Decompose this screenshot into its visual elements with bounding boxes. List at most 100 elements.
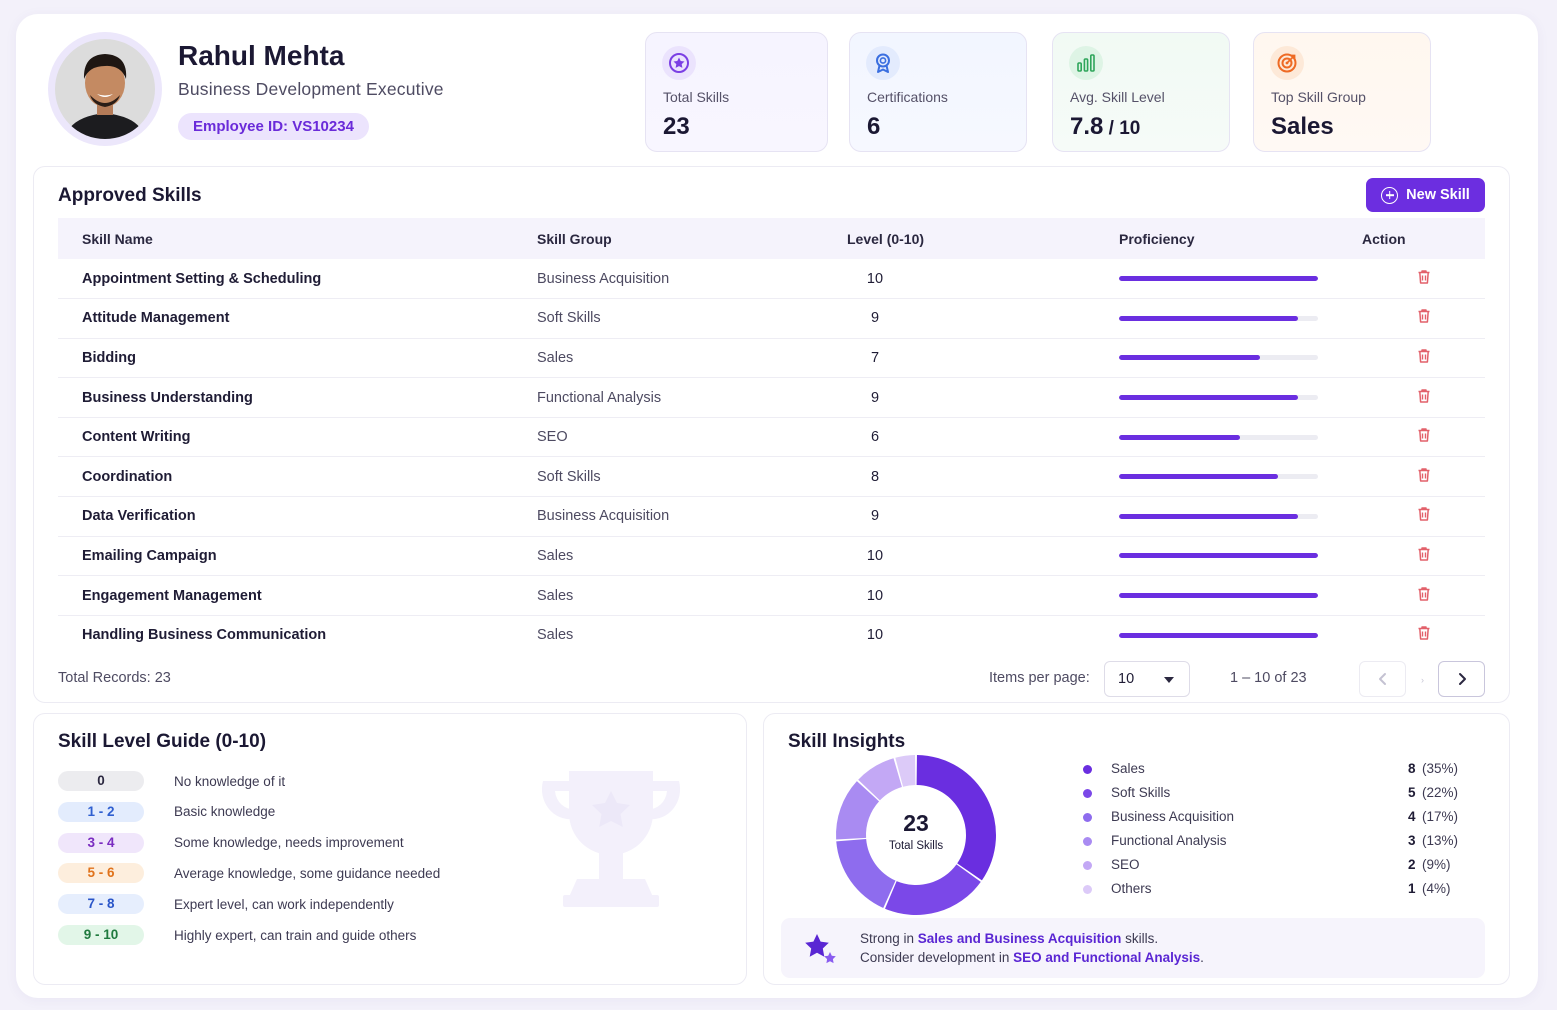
skill-name: Business Understanding [58,377,537,418]
delete-icon[interactable] [1417,586,1431,606]
proficiency-fill [1119,632,1318,638]
column-header-skill-name[interactable]: Skill Name [58,218,537,259]
proficiency-fill [1119,355,1261,361]
proficiency-cell [1119,338,1362,379]
delete-icon[interactable] [1417,308,1431,328]
skill-group: SEO [537,417,833,458]
donut-slice [895,755,916,787]
legend-count: 4 [1408,808,1416,824]
column-header-proficiency[interactable]: Proficiency [1119,218,1362,259]
level-description: Highly expert, can train and guide other… [174,927,417,943]
table-row: Handling Business Communication Sales 10 [58,615,1485,655]
skill-name: Coordination [58,456,537,498]
stat-label: Certifications [867,89,948,105]
donut-slice [858,758,902,801]
action-cell [1362,456,1485,498]
action-cell [1362,259,1485,300]
skill-level: 7 [870,349,880,366]
delete-icon[interactable] [1417,388,1431,408]
proficiency-fill [1119,593,1318,599]
table-row: Business Understanding Functional Analysi… [58,377,1485,418]
skill-level: 9 [870,508,880,525]
guide-row: 3 - 4 Some knowledge, needs improvement [58,832,404,853]
employee-name: Rahul Mehta [178,40,345,71]
legend-item: Others 1 (4%) [1083,880,1461,898]
legend-percent: (22%) [1422,784,1459,800]
skill-level-cell: 6 [833,417,1119,458]
skill-name: Handling Business Communication [82,627,327,644]
insights-title: Skill Insights [788,731,906,752]
donut-total-label: Total Skills [888,840,944,852]
stat-label: Avg. Skill Level [1070,89,1165,105]
table-row: Data Verification Business Acquisition 9 [58,496,1485,537]
skill-group: Sales [537,536,833,577]
stat-total-skills: Total Skills 23 [645,32,828,152]
legend-count: 3 [1408,832,1416,848]
legend-name: Others [1111,880,1152,896]
legend-dot [1083,788,1092,798]
skill-level-cell: 10 [833,259,1119,300]
proficiency-bar [1119,395,1318,401]
skill-level-cell: 8 [833,456,1119,498]
proficiency-cell [1119,536,1362,577]
pagination-range: 1 – 10 of 23 [1230,670,1307,686]
legend-item: Sales 8 (35%) [1083,760,1461,778]
column-header-level[interactable]: Level (0-10) [833,218,1119,259]
profile-photo [55,39,155,139]
items-per-page-value: 10 [1118,671,1135,687]
proficiency-bar [1119,434,1318,440]
employee-id-badge: Employee ID: VS10234 [178,113,369,140]
skill-name: Content Writing [58,417,537,458]
delete-icon[interactable] [1417,348,1431,368]
proficiency-cell [1119,575,1362,616]
stat-value: 7.8 / 10 [1070,113,1141,140]
skill-group: Sales [537,575,833,616]
items-per-page-select[interactable]: 10 [1104,661,1190,697]
level-range-pill: 3 - 4 [58,832,144,853]
insight-strength: Strong in Sales and Business Acquisition… [860,931,1159,946]
proficiency-fill [1119,276,1318,282]
delete-icon[interactable] [1417,506,1431,526]
stat-certifications: Certifications 6 [849,32,1027,152]
legend-item: SEO 2 (9%) [1083,856,1461,874]
skill-level: 10 [866,587,884,604]
delete-icon[interactable] [1417,546,1431,566]
skill-name: Engagement Management [58,575,537,616]
previous-page-button[interactable] [1359,661,1406,697]
action-cell [1362,496,1485,537]
proficiency-bar [1119,474,1318,480]
bar-chart-icon [1069,46,1103,80]
delete-icon[interactable] [1417,269,1431,289]
skill-name: Attitude Management [58,298,537,339]
proficiency-bar [1119,632,1318,638]
stat-value: 23 [663,113,690,140]
legend-count: 1 [1408,880,1416,896]
skill-level-cell: 7 [833,338,1119,379]
new-skill-button[interactable]: New Skill [1366,178,1485,212]
proficiency-bar [1119,315,1318,321]
stat-avg-skill-level: Avg. Skill Level 7.8 / 10 [1052,32,1230,152]
legend-item: Business Acquisition 4 (17%) [1083,808,1461,826]
skill-level: 10 [866,547,884,564]
column-header-action: Action [1362,218,1485,259]
delete-icon[interactable] [1417,427,1431,447]
delete-icon[interactable] [1417,625,1431,645]
legend-item: Soft Skills 5 (22%) [1083,784,1461,802]
delete-icon[interactable] [1417,467,1431,487]
column-header-skill-group[interactable]: Skill Group [537,218,833,259]
stat-value: Sales [1271,113,1334,140]
pagination-separator: › [1421,675,1424,685]
donut-slice [836,781,880,840]
proficiency-bar [1119,513,1318,519]
stat-top-skill-group: Top Skill Group Sales [1253,32,1431,152]
proficiency-fill [1119,553,1318,559]
next-page-button[interactable] [1438,661,1485,697]
skill-level-cell: 10 [833,536,1119,577]
donut-slice [916,755,996,881]
proficiency-bar [1119,355,1318,361]
legend-dot [1083,836,1092,846]
skills-table: Skill Name Skill Group Level (0-10) Prof… [58,218,1485,655]
proficiency-cell [1119,377,1362,418]
table-header-row: Skill Name Skill Group Level (0-10) Prof… [58,218,1485,259]
legend-dot [1083,812,1092,822]
